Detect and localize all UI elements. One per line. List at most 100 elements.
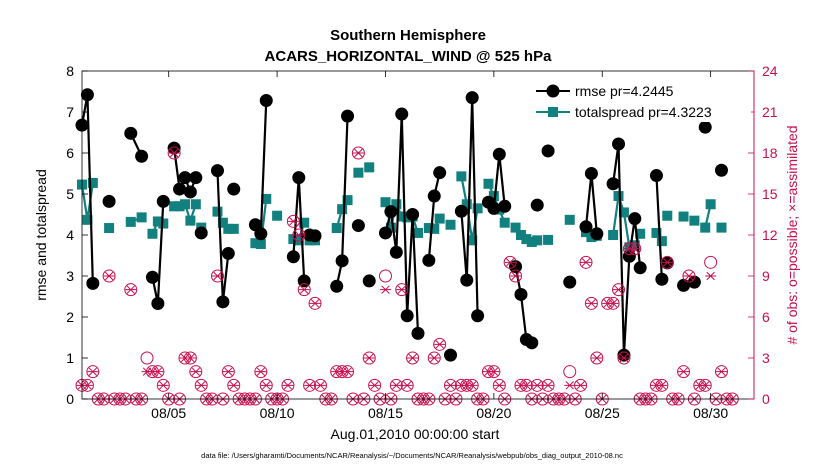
y-tick-label: 1 (66, 350, 74, 366)
possible-obs-point (254, 365, 268, 379)
legend-rmse-label: rmse pr=4.2445 (575, 83, 674, 99)
totalspread-point (158, 218, 169, 229)
possible-obs-point (281, 378, 295, 392)
y-tick-label: 6 (66, 145, 74, 161)
rmse-line (612, 142, 642, 357)
assimilated-obs-point (607, 299, 619, 308)
y-tick-label: 3 (66, 268, 74, 284)
possible-obs-point (433, 337, 447, 351)
totalspread-point (483, 178, 494, 189)
assimilated-obs-point (190, 367, 202, 376)
totalspread-point (608, 230, 619, 240)
assimilated-obs-point (488, 367, 500, 376)
assimilated-obs-point (314, 381, 326, 390)
x-tick-label: 08/20 (476, 405, 511, 421)
chart-title: Southern Hemisphere (330, 27, 486, 44)
totalspread-point (656, 236, 667, 247)
y-axis-label: rmse and totalspread (33, 169, 49, 301)
possible-obs-point (102, 269, 116, 283)
rmse-point (194, 226, 208, 240)
rmse-point (406, 208, 420, 221)
totalspread-point (255, 239, 266, 250)
totalspread-point (515, 230, 526, 240)
rmse-point (151, 296, 165, 310)
y-tick-label: 5 (66, 186, 74, 202)
rmse-point (156, 194, 170, 208)
totalspread-point (532, 235, 543, 246)
x-axis-label: Aug.01,2010 00:00:00 start (331, 426, 500, 442)
rmse-point (433, 166, 447, 180)
totalspread-point (456, 171, 467, 182)
assimilated-obs-point (613, 285, 625, 294)
assimilated-obs-point (678, 367, 690, 376)
assimilated-obs-point (87, 367, 99, 376)
assimilated-obs-point (434, 340, 446, 349)
rmse-point (167, 141, 181, 155)
y2-tick-label: 24 (762, 63, 778, 79)
assimilated-obs-point (531, 381, 543, 390)
x-tick-label: 08/25 (585, 405, 620, 421)
possible-obs-point (612, 283, 626, 297)
totalspread-point (169, 201, 180, 212)
x-tick-label: 08/05 (151, 405, 186, 421)
totalspread-point (705, 199, 716, 210)
rmse-point (714, 163, 728, 177)
rmse-point (135, 149, 149, 163)
assimilated-obs-point (575, 381, 587, 390)
assimilated-obs-point (510, 271, 522, 281)
chart-subtitle: ACARS_HORIZONTAL_WIND @ 525 hPa (265, 48, 553, 65)
rmse-point (86, 276, 100, 290)
assimilated-obs-point (81, 381, 93, 390)
rmse-spread-marks (75, 88, 728, 362)
totalspread-point (429, 223, 440, 234)
rmse-point (173, 182, 187, 196)
assimilated-obs-point (260, 381, 272, 390)
totalspread-point (543, 234, 554, 245)
totalspread-point (467, 235, 478, 246)
rmse-point (362, 274, 376, 288)
rmse-point (541, 144, 555, 158)
rmse-point (530, 198, 544, 212)
rmse-point (259, 94, 273, 108)
totalspread-point (185, 215, 196, 226)
rmse-point (178, 171, 192, 185)
rmse-point (145, 270, 159, 284)
possible-obs-point (704, 255, 718, 269)
rmse-point (590, 227, 604, 241)
rmse-point (698, 120, 712, 134)
assimilated-obs-point (195, 381, 207, 390)
rmse-point (227, 182, 241, 196)
x-tick-label: 08/15 (368, 405, 403, 421)
rmse-point (579, 220, 593, 234)
totalspread-point (87, 177, 98, 188)
totalspread-point (526, 236, 537, 247)
legend-spread-marker (548, 107, 558, 117)
assimilated-obs-point (309, 299, 321, 308)
assimilated-obs-point (661, 258, 673, 267)
rmse-point (498, 199, 512, 213)
possible-obs-point (492, 378, 506, 392)
rmse-point (492, 147, 506, 161)
rmse-point (687, 275, 701, 289)
rmse-point (563, 275, 577, 289)
assimilated-obs-point (466, 381, 478, 390)
y2-tick-label: 12 (762, 227, 778, 243)
rmse-point (525, 336, 539, 350)
totalspread-point (434, 213, 445, 224)
totalspread-point (179, 199, 190, 210)
possible-obs-point (406, 351, 420, 365)
assimilated-obs-point (379, 285, 391, 294)
totalspread-point (104, 223, 115, 234)
possible-obs-point (297, 283, 311, 297)
totalspread-point (488, 191, 499, 202)
rmse-point (584, 167, 598, 180)
assimilated-obs-point (211, 271, 223, 281)
x-tick-label: 08/30 (693, 405, 728, 421)
legend: rmse pr=4.2445 totalspread pr=4.3223 (530, 78, 751, 122)
totalspread-point (364, 162, 375, 173)
y2-tick-label: 0 (762, 391, 770, 407)
assimilated-obs-point (542, 381, 554, 390)
possible-obs-point (286, 214, 300, 228)
possible-obs-point (682, 269, 696, 283)
assimilated-obs-point (352, 148, 364, 158)
